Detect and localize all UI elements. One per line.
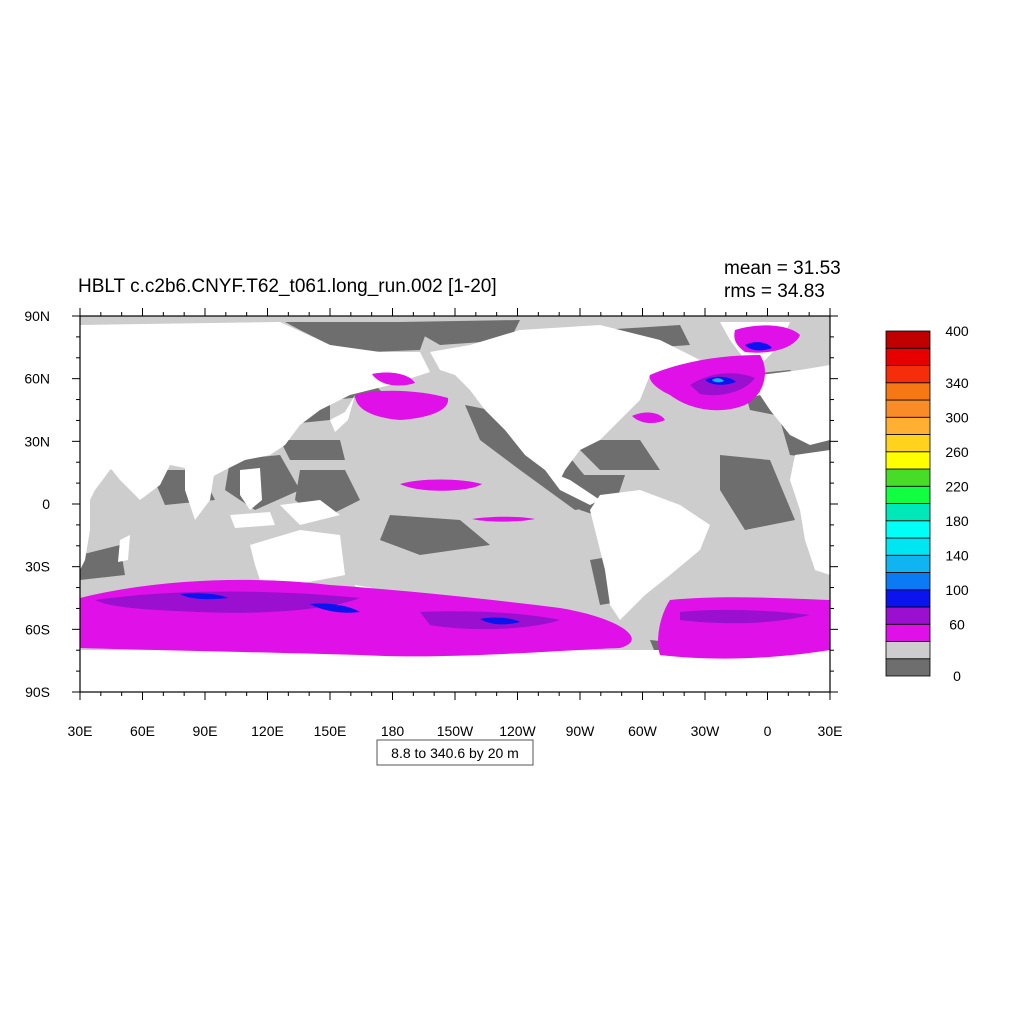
colorbar-label: 140 [945,547,969,563]
colorbar-box [885,520,931,539]
colorbar-labels: 0 60 100 140 180 220 260 300 340 400 [945,323,969,684]
y-tick-label: 30S [25,559,50,575]
colorbar-box [885,485,931,504]
colorbar-label: 180 [945,513,969,529]
colorbar-box [885,330,931,349]
y-axis-labels: 90N 60N 30N 0 30S 60S 90S [24,308,50,700]
colorbar-box [885,382,931,401]
y-tick-label: 0 [42,496,50,512]
x-tick-label: 30E [818,723,843,739]
x-tick-label: 60E [130,723,155,739]
colorbar-label: 400 [945,323,969,339]
y-tick-label: 90S [25,684,50,700]
colorbar-box [885,451,931,470]
colorbar-box [885,365,931,384]
contour-info-box: 8.8 to 340.6 by 20 m [376,739,534,766]
peak-regions [712,378,724,383]
mean-stat: mean = 31.53 [724,258,841,279]
x-tick-label: 120E [251,723,284,739]
colorbar-label: 220 [945,478,969,494]
colorbar-box [885,347,931,366]
colorbar-box [885,572,931,591]
colorbar-box [885,399,931,418]
colorbar-box [885,623,931,642]
x-tick-label: 180 [381,723,405,739]
x-tick-label: 90W [566,723,596,739]
rms-stat: rms = 34.83 [724,281,825,302]
x-tick-label: 150E [314,723,347,739]
colorbar-label: 300 [945,409,969,425]
x-tick-label: 120W [499,723,536,739]
colorbar-box [885,503,931,522]
colorbar-box [885,434,931,453]
colorbar-label: 60 [949,616,965,632]
contour-info-text: 8.8 to 340.6 by 20 m [391,745,519,761]
colorbar-box [885,554,931,573]
map-plot-area [80,316,830,692]
x-tick-label: 90E [193,723,218,739]
colorbar-box [885,537,931,556]
colorbar-label: 260 [945,444,969,460]
x-tick-label: 30W [691,723,721,739]
colorbar-box [885,468,931,487]
x-tick-label: 0 [764,723,772,739]
colorbar-box [885,589,931,608]
colorbar [885,330,931,677]
colorbar-box [885,641,931,660]
x-tick-label: 60W [628,723,658,739]
colorbar-box [885,658,931,677]
y-tick-label: 30N [24,433,50,449]
x-tick-label: 30E [68,723,93,739]
colorbar-box [885,416,931,435]
y-tick-label: 90N [24,308,50,324]
colorbar-label: 0 [953,668,961,684]
y-tick-label: 60S [25,621,50,637]
axis-ticks [72,308,838,700]
colorbar-label: 340 [945,375,969,391]
colorbar-box [885,606,931,625]
x-tick-label: 150W [437,723,474,739]
map-title: HBLT c.c2b6.CNYF.T62_t061.long_run.002 [… [78,276,497,297]
colorbar-label: 100 [945,582,969,598]
land-masses [80,322,830,692]
x-axis-labels: 30E 60E 90E 120E 150E 180 150W 120W 90W 60W 30W 0 30… [68,723,843,739]
y-tick-label: 60N [24,371,50,387]
